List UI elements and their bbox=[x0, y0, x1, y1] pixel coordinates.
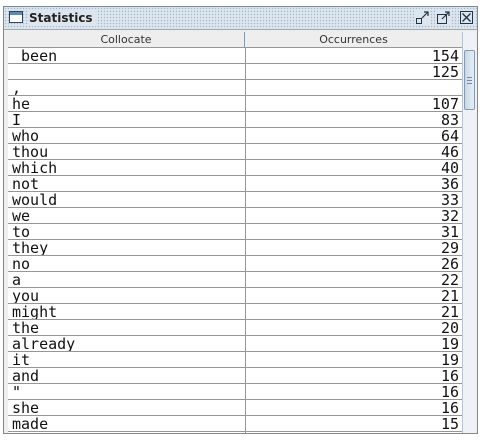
occurrences-cell: 125 bbox=[431, 64, 459, 79]
collocate-cell: he bbox=[12, 96, 31, 111]
table-row[interactable]: 125 bbox=[8, 64, 462, 80]
table-row[interactable]: I 83 bbox=[8, 112, 462, 128]
thumb-grip-line bbox=[467, 77, 472, 78]
collocate-cell: I bbox=[12, 112, 22, 127]
collocate-cell: the bbox=[12, 320, 40, 335]
iconify-button[interactable] bbox=[415, 10, 430, 25]
collocate-cell: we bbox=[12, 208, 31, 223]
occurrences-cell: 64 bbox=[440, 128, 459, 143]
maximize-button[interactable] bbox=[436, 10, 451, 25]
statistics-table: Collocate Occurrences been 154 125, he 107 I 8… bbox=[8, 32, 462, 433]
collocate-cell: who bbox=[12, 128, 40, 143]
occurrences-cell: 15 bbox=[440, 416, 459, 431]
occurrences-cell: 19 bbox=[440, 336, 459, 351]
close-button[interactable] bbox=[459, 10, 474, 25]
table-row[interactable]: not 36 bbox=[8, 176, 462, 192]
collocate-cell: . bbox=[12, 432, 244, 433]
column-divider bbox=[245, 48, 246, 433]
collocate-cell: , bbox=[12, 80, 22, 95]
occurrences-cell: 21 bbox=[440, 288, 459, 303]
occurrences-cell: 40 bbox=[440, 160, 459, 175]
collocate-cell: she bbox=[12, 400, 40, 415]
iconify-icon bbox=[416, 11, 429, 24]
title-bar[interactable]: Statistics bbox=[4, 7, 477, 30]
collocate-cell: a bbox=[12, 272, 22, 287]
occurrences-cell: 16 bbox=[440, 400, 459, 415]
table-row[interactable]: .13 bbox=[8, 432, 462, 433]
occurrences-cell: 16 bbox=[440, 368, 459, 383]
window-title: Statistics bbox=[29, 10, 96, 26]
thumb-grip-line bbox=[467, 80, 472, 81]
occurrences-cell: 154 bbox=[431, 48, 459, 63]
table-row[interactable]: would 33 bbox=[8, 192, 462, 208]
occurrences-cell: 32 bbox=[440, 208, 459, 223]
collocate-cell: not bbox=[12, 176, 40, 191]
collocate-cell: which bbox=[12, 160, 58, 175]
collocate-cell: might bbox=[12, 304, 58, 319]
table-row[interactable]: no 26 bbox=[8, 256, 462, 272]
occurrences-cell: 29 bbox=[440, 240, 459, 255]
occurrences-cell: 16 bbox=[440, 384, 459, 399]
occurrences-cell: 36 bbox=[440, 176, 459, 191]
table-row[interactable]: , bbox=[8, 80, 462, 96]
table-row[interactable]: been 154 bbox=[8, 48, 462, 64]
occurrences-cell: 83 bbox=[440, 112, 459, 127]
table-row[interactable]: thou 46 bbox=[8, 144, 462, 160]
column-header-collocate[interactable]: Collocate bbox=[8, 32, 245, 47]
collocate-cell: would bbox=[12, 192, 58, 207]
close-icon bbox=[460, 11, 473, 24]
table-row[interactable]: she 16 bbox=[8, 400, 462, 416]
collocate-cell: made bbox=[12, 416, 49, 431]
table-row[interactable]: he 107 bbox=[8, 96, 462, 112]
table-header: Collocate Occurrences bbox=[8, 32, 462, 48]
occurrences-cell: 13 bbox=[246, 432, 461, 433]
table-row[interactable]: already 19 bbox=[8, 336, 462, 352]
table-row[interactable]: it 19 bbox=[8, 352, 462, 368]
statistics-window: Statistics Collocate Oc bbox=[3, 6, 478, 434]
occurrences-cell: 33 bbox=[440, 192, 459, 207]
maximize-icon bbox=[437, 11, 450, 24]
collocate-cell: you bbox=[12, 288, 40, 303]
collocate-cell: to bbox=[12, 224, 31, 239]
occurrences-cell: 46 bbox=[440, 144, 459, 159]
table-row[interactable]: the 20 bbox=[8, 320, 462, 336]
collocate-cell: and bbox=[12, 368, 40, 383]
occurrences-cell: 22 bbox=[440, 272, 459, 287]
table-body: been 154 125, he 107 I 83 who 64 thou 46 which 40 not… bbox=[8, 48, 462, 433]
thumb-grip-line bbox=[467, 83, 472, 84]
table-row[interactable]: " 16 bbox=[8, 384, 462, 400]
occurrences-cell: 26 bbox=[440, 256, 459, 271]
occurrences-cell: 21 bbox=[440, 304, 459, 319]
table-row[interactable]: they 29 bbox=[8, 240, 462, 256]
vertical-scrollbar[interactable] bbox=[462, 32, 476, 433]
collocate-cell bbox=[12, 64, 244, 79]
table-row[interactable]: and 16 bbox=[8, 368, 462, 384]
occurrences-cell: 19 bbox=[440, 352, 459, 367]
occurrences-cell: 31 bbox=[440, 224, 459, 239]
collocate-cell: already bbox=[12, 336, 76, 351]
collocate-cell: it bbox=[12, 352, 31, 367]
table-row[interactable]: which 40 bbox=[8, 160, 462, 176]
occurrences-cell: 107 bbox=[431, 96, 459, 111]
collocate-cell: thou bbox=[12, 144, 49, 159]
table-row[interactable]: who 64 bbox=[8, 128, 462, 144]
occurrences-cell bbox=[246, 80, 461, 95]
column-header-occurrences[interactable]: Occurrences bbox=[319, 33, 388, 46]
collocate-cell: they bbox=[12, 240, 49, 255]
scrollbar-thumb[interactable] bbox=[464, 50, 475, 110]
collocate-cell: " bbox=[12, 384, 22, 399]
collocate-cell: no bbox=[12, 256, 31, 271]
table-row[interactable]: a 22 bbox=[8, 272, 462, 288]
table-row[interactable]: made 15 bbox=[8, 416, 462, 432]
table-row[interactable]: you 21 bbox=[8, 288, 462, 304]
occurrences-cell: 20 bbox=[440, 320, 459, 335]
table-row[interactable]: we 32 bbox=[8, 208, 462, 224]
window-icon bbox=[9, 11, 23, 23]
table-row[interactable]: to 31 bbox=[8, 224, 462, 240]
table-row[interactable]: might 21 bbox=[8, 304, 462, 320]
collocate-cell: been bbox=[12, 48, 58, 63]
